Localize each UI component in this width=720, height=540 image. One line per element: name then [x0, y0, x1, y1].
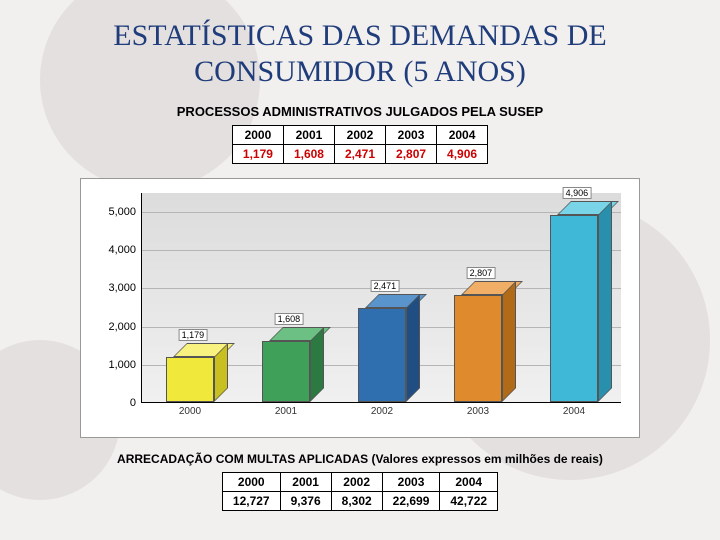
table-value-cell: 9,376	[280, 492, 331, 511]
bar-value-label: 1,608	[275, 313, 304, 325]
table-value-cell: 1,179	[232, 145, 283, 164]
section2-table: 20002001200220032004 12,7279,3768,30222,…	[222, 472, 498, 511]
y-axis-tick: 5,000	[108, 206, 142, 218]
table-value-cell: 8,302	[331, 492, 382, 511]
table-year-cell: 2003	[386, 126, 437, 145]
page-title: ESTATÍSTICAS DAS DEMANDAS DE CONSUMIDOR …	[0, 0, 720, 100]
table-year-cell: 2002	[334, 126, 385, 145]
table-value-cell: 2,807	[386, 145, 437, 164]
chart-bar: 1,608	[262, 341, 310, 402]
section1-heading: PROCESSOS ADMINISTRATIVOS JULGADOS PELA …	[0, 104, 720, 119]
table-year-cell: 2000	[222, 473, 280, 492]
table-value-cell: 2,471	[334, 145, 385, 164]
chart-bar: 1,179	[166, 357, 214, 402]
y-axis-tick: 1,000	[108, 359, 142, 371]
y-axis-tick: 0	[130, 397, 142, 409]
table-value-cell: 12,727	[222, 492, 280, 511]
bar-chart: 01,0002,0003,0004,0005,0001,17920001,608…	[80, 178, 640, 438]
section1-table: 20002001200220032004 1,1791,6082,4712,80…	[232, 125, 488, 164]
chart-bar: 4,906	[550, 215, 598, 402]
bar-value-label: 2,471	[371, 280, 400, 292]
table-year-cell: 2001	[283, 126, 334, 145]
table-value-cell: 1,608	[283, 145, 334, 164]
table-year-cell: 2002	[331, 473, 382, 492]
bar-value-label: 4,906	[563, 187, 592, 199]
chart-bar: 2,471	[358, 308, 406, 402]
table-year-cell: 2000	[232, 126, 283, 145]
x-axis-tick: 2003	[467, 402, 489, 417]
table-year-cell: 2004	[437, 126, 488, 145]
bar-value-label: 1,179	[179, 329, 208, 341]
table-year-cell: 2001	[280, 473, 331, 492]
y-axis-tick: 2,000	[108, 321, 142, 333]
x-axis-tick: 2002	[371, 402, 393, 417]
chart-bar: 2,807	[454, 295, 502, 402]
table-year-cell: 2004	[440, 473, 498, 492]
table-year-cell: 2003	[382, 473, 440, 492]
table-value-cell: 4,906	[437, 145, 488, 164]
x-axis-tick: 2000	[179, 402, 201, 417]
y-axis-tick: 4,000	[108, 244, 142, 256]
bar-value-label: 2,807	[467, 267, 496, 279]
y-axis-tick: 3,000	[108, 282, 142, 294]
table-value-cell: 22,699	[382, 492, 440, 511]
x-axis-tick: 2004	[563, 402, 585, 417]
table-value-cell: 42,722	[440, 492, 498, 511]
section2-heading: ARRECADAÇÃO COM MULTAS APLICADAS (Valore…	[0, 452, 720, 466]
x-axis-tick: 2001	[275, 402, 297, 417]
